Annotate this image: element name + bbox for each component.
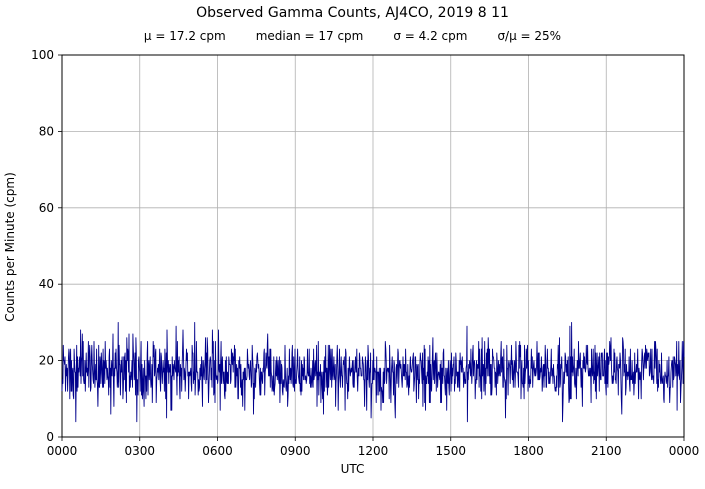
x-tick-label: 0600 — [202, 444, 233, 458]
x-axis-label: UTC — [340, 462, 365, 476]
chart-title: Observed Gamma Counts, AJ4CO, 2019 8 11 — [196, 5, 509, 21]
x-tick-label: 1500 — [435, 444, 466, 458]
y-tick-label: 20 — [39, 354, 54, 368]
plot-frame — [61, 54, 685, 438]
x-tick-label: 1200 — [358, 444, 389, 458]
x-tick-label: 2100 — [591, 444, 622, 458]
stat-sigma-over-mu: σ/μ = 25% — [497, 29, 562, 43]
x-tick-label: 0000 — [669, 444, 700, 458]
y-tick-label: 60 — [39, 201, 54, 215]
x-tick-label: 1800 — [513, 444, 544, 458]
stat-sigma: σ = 4.2 cpm — [393, 29, 468, 43]
x-tick-label: 0300 — [124, 444, 155, 458]
gamma-counts-line — [61, 321, 685, 423]
y-tick-label: 100 — [31, 48, 54, 62]
stat-median: median = 17 cpm — [255, 29, 364, 43]
x-tick-label: 0000 — [47, 444, 78, 458]
chart-subtitle: μ = 17.2 cpm median = 17 cpm σ = 4.2 cpm… — [0, 29, 705, 43]
y-tick-label: 0 — [46, 430, 54, 444]
y-tick-label: 40 — [39, 277, 54, 291]
stat-mean: μ = 17.2 cpm — [143, 29, 226, 43]
y-tick-label: 80 — [39, 124, 54, 138]
x-tick-label: 0900 — [280, 444, 311, 458]
